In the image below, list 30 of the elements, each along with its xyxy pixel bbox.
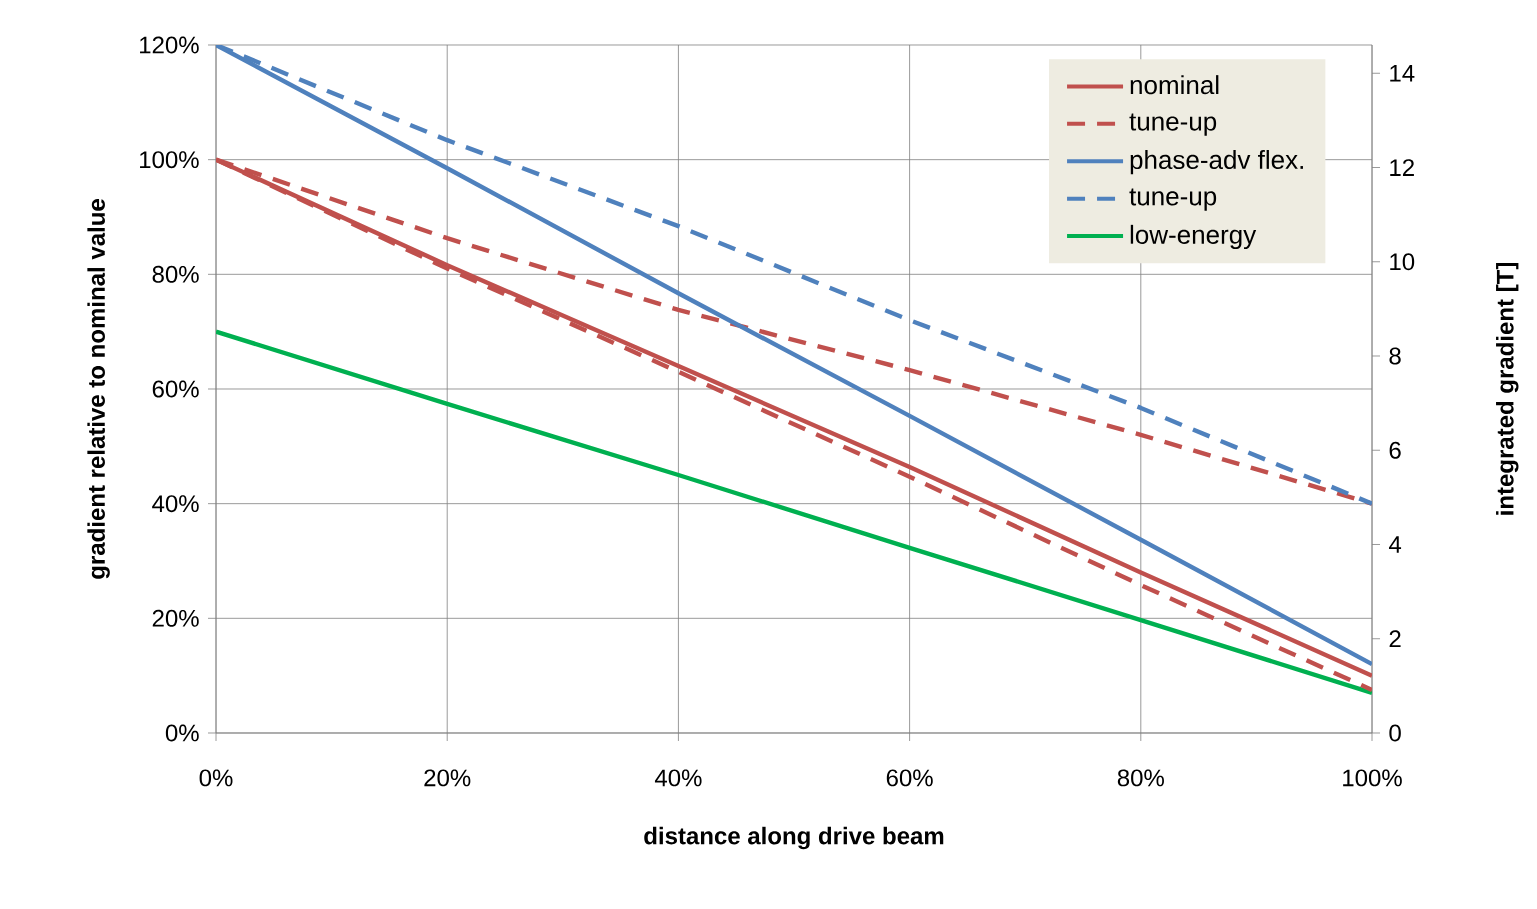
line-series xyxy=(216,329,1373,696)
y2-tick-label: 10 xyxy=(1390,253,1415,271)
x-tick-label: 20% xyxy=(424,769,471,787)
y-tick-label: 60% xyxy=(152,380,199,398)
y2-tick-label: 0 xyxy=(1389,724,1401,742)
x-tick-label: 60% xyxy=(886,769,933,787)
y-axis-title: gradient relative to nominal value xyxy=(87,199,110,579)
legend-label: tune-up xyxy=(1129,188,1217,211)
x-tick-label: 0% xyxy=(199,769,233,787)
legend-label: phase-adv flex. xyxy=(1130,149,1303,175)
y2-tick-label: 2 xyxy=(1389,630,1401,648)
y2-tick-label: 4 xyxy=(1388,536,1402,553)
y-tick-label: 120% xyxy=(140,36,199,54)
y2-tick-label: 6 xyxy=(1389,441,1401,459)
x-tick-label: 100% xyxy=(1343,769,1402,787)
y-tick-label: 80% xyxy=(152,265,199,283)
y-tick-label: 40% xyxy=(152,495,199,513)
x-tick-label: 40% xyxy=(654,769,702,787)
legend-label: nominal xyxy=(1130,75,1219,95)
y-tick-label: 0% xyxy=(165,724,199,742)
y2-tick-label: 12 xyxy=(1390,159,1414,176)
legend-label: tune-up xyxy=(1129,113,1217,136)
y2-tick-label: 8 xyxy=(1389,347,1401,365)
y-tick-label: 20% xyxy=(152,609,199,627)
x-axis-title: distance along drive beam xyxy=(644,826,944,850)
y-tick-label: 100% xyxy=(140,151,199,169)
y2-tick-label: 14 xyxy=(1390,65,1415,82)
x-tick-label: 80% xyxy=(1117,769,1164,787)
legend-label: low-energy xyxy=(1130,224,1257,250)
y2-axis-title: integrated gradient [T] xyxy=(1496,263,1519,515)
